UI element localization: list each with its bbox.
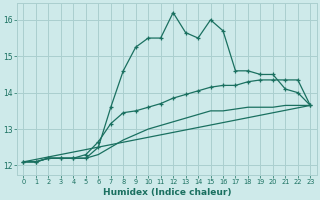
X-axis label: Humidex (Indice chaleur): Humidex (Indice chaleur) — [103, 188, 231, 197]
